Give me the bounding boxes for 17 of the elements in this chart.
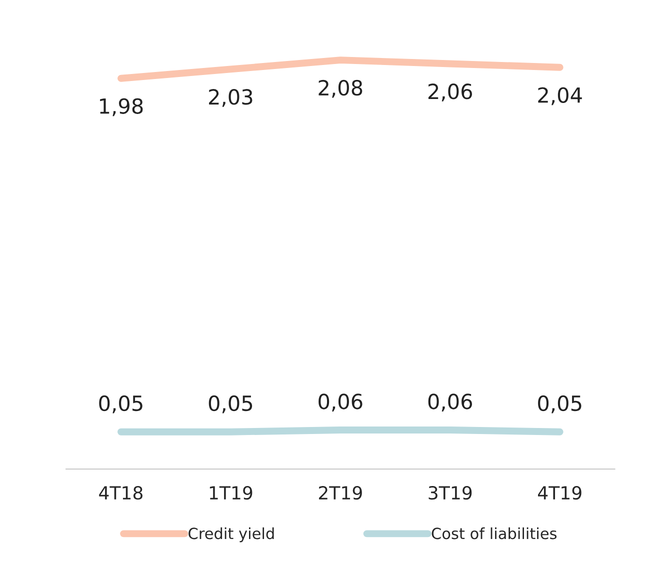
data-label: 0,06 <box>428 394 472 412</box>
legend-label: Cost of liabilities <box>432 527 557 540</box>
data-label: 0,05 <box>538 395 582 414</box>
data-label: 2,08 <box>318 80 362 98</box>
data-label: 2,04 <box>538 87 582 106</box>
data-label: 1,98 <box>100 98 143 116</box>
data-label: 0,05 <box>99 395 142 414</box>
x-tick-label: 4T18 <box>99 486 142 500</box>
x-tick-label: 1T19 <box>210 486 252 500</box>
x-tick-label: 2T19 <box>318 486 362 500</box>
data-label: 0,06 <box>318 394 362 412</box>
data-label: 2,06 <box>428 84 472 102</box>
data-label: 0,05 <box>208 395 252 414</box>
data-label: 2,03 <box>209 89 252 107</box>
x-tick-label: 3T19 <box>428 486 472 500</box>
x-tick-label: 4T19 <box>538 486 582 500</box>
legend-label: Credit yield <box>188 527 274 542</box>
